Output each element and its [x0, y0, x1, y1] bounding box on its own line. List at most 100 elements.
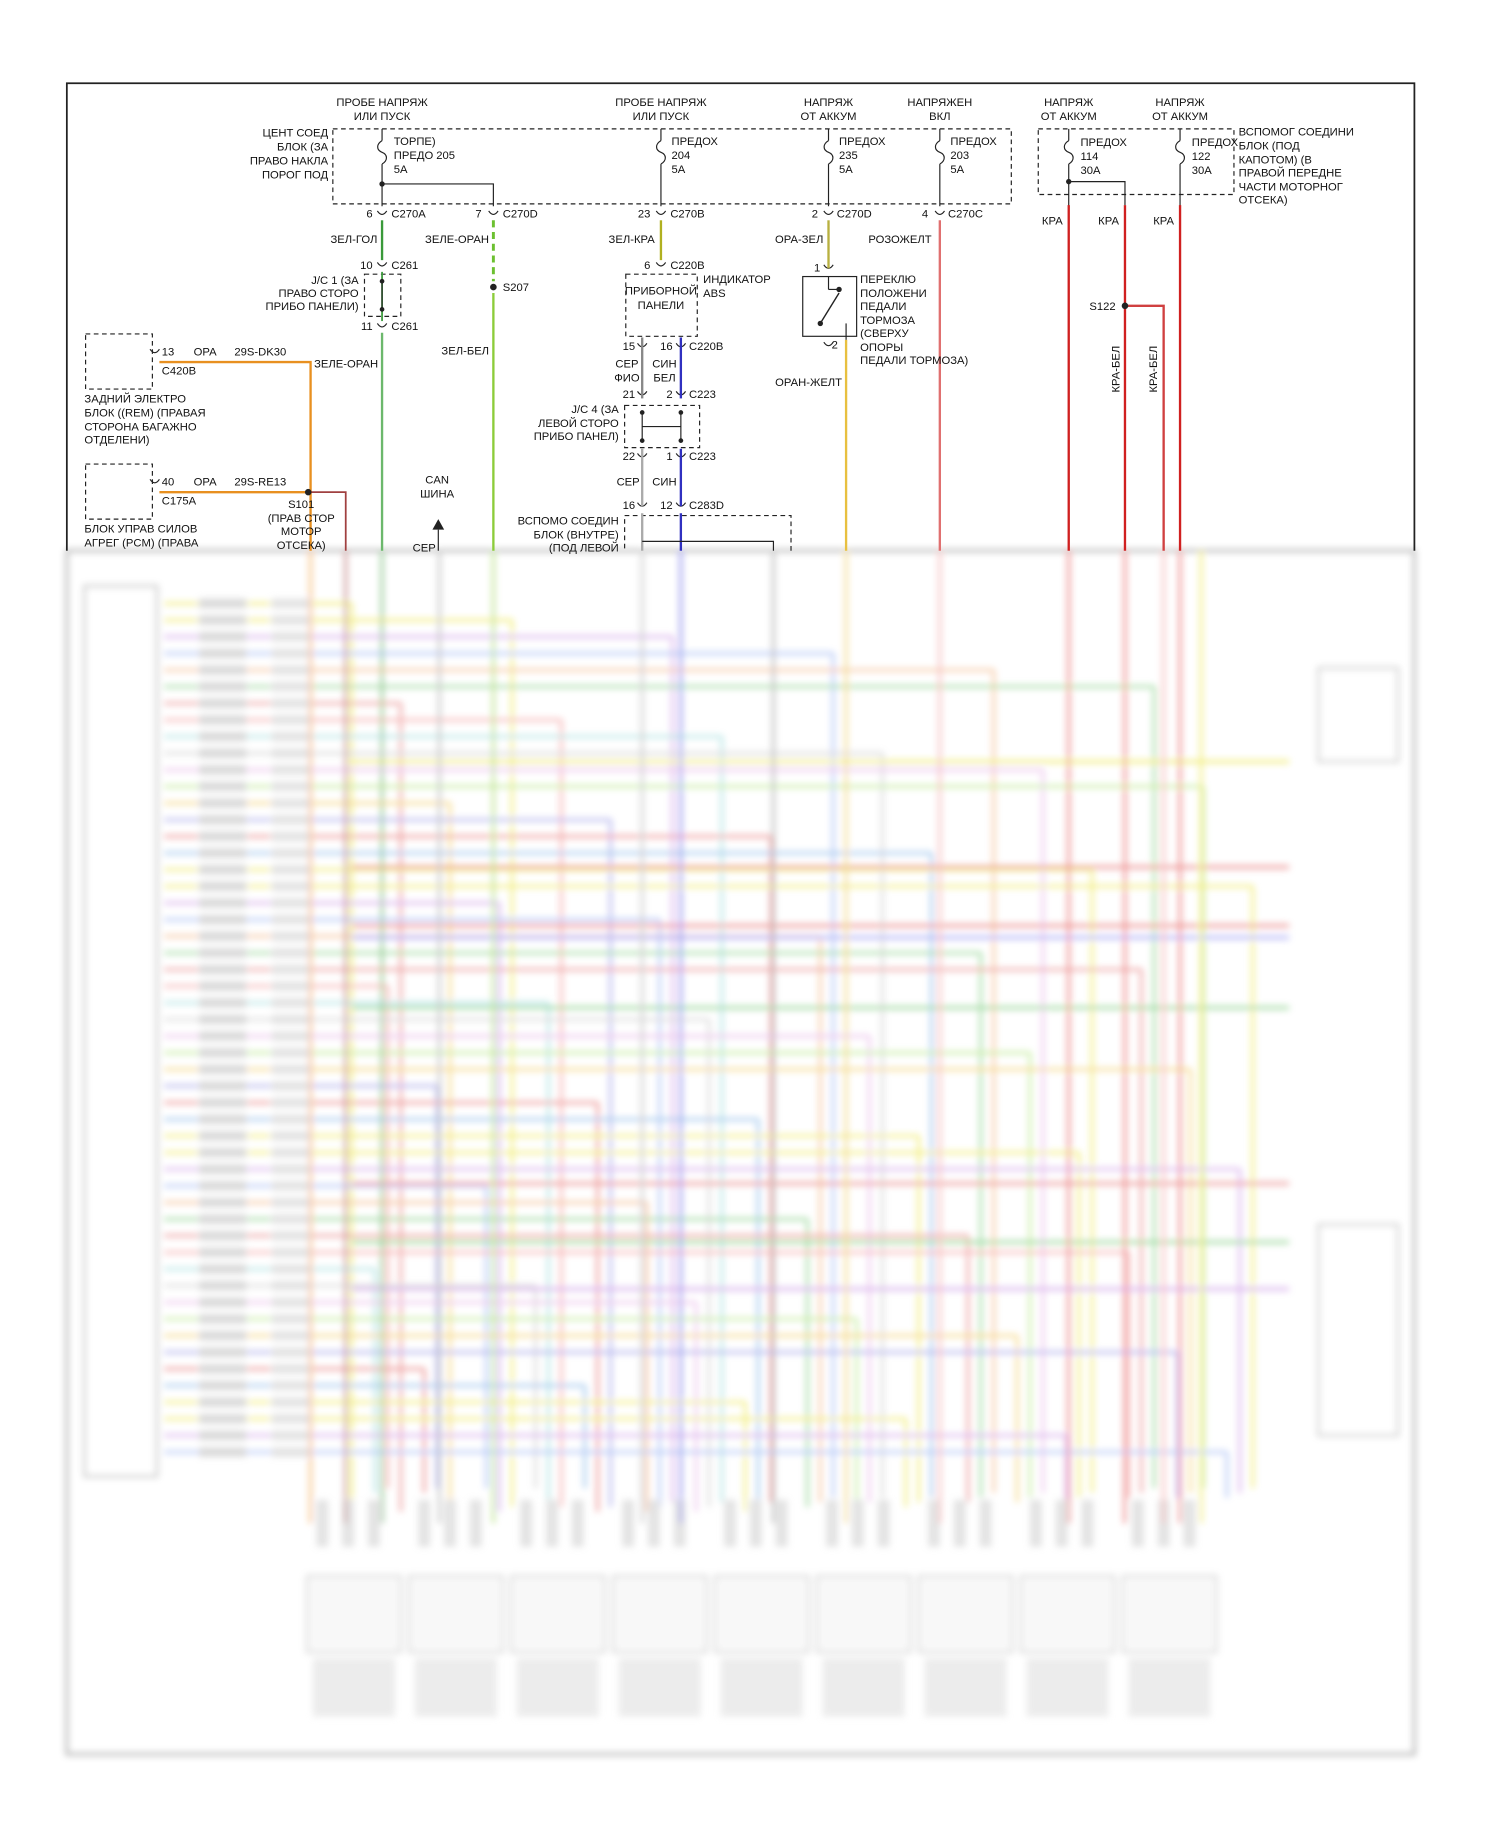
label: ЗЕЛ-БЕЛ [441, 346, 489, 358]
blurred-label [271, 881, 310, 892]
connector [488, 210, 499, 216]
label: ПРОБЕ НАПРЯЖ [615, 97, 707, 109]
blurred-label [271, 1181, 310, 1191]
blurred-label [271, 1097, 310, 1108]
blurred-pin [877, 1499, 890, 1547]
connector [376, 262, 388, 267]
blurred-label [199, 1031, 247, 1041]
label: АГРЕГ (PCM) (ПРАВА [84, 538, 199, 550]
label: ОРА [194, 477, 217, 489]
vertical-wire-label: КРА-БЕЛ [1148, 346, 1160, 393]
label: ПРИБО ПАНЕЛ) [534, 431, 619, 443]
blurred-pin [1081, 1499, 1094, 1547]
label: 4 [922, 208, 928, 220]
label: ШИНА [420, 488, 454, 500]
label: ОТ АККУМ [1152, 111, 1208, 123]
blurred-label [199, 1314, 247, 1324]
pcm-block [83, 585, 158, 1478]
label: 114 [1080, 151, 1098, 163]
label: 40 [162, 477, 175, 489]
label: ОТДЕЛЕНИ) [84, 435, 149, 447]
blurred-frame [65, 549, 1416, 1756]
label: ЗЕЛЕ-ОРАН [314, 358, 378, 370]
blurred-label [199, 1064, 247, 1075]
blurred-label [199, 598, 247, 609]
label: КРА [1153, 215, 1174, 227]
label: ПЕДАЛИ [860, 301, 906, 313]
blurred-label [199, 848, 247, 858]
label: ОТСЕКА) [1239, 194, 1288, 206]
label: S122 [1089, 301, 1115, 313]
label: C220B [689, 341, 723, 353]
blurred-pin [1132, 1499, 1144, 1547]
label: C261 [391, 321, 418, 333]
blurred-label [199, 681, 247, 692]
fuse [823, 140, 834, 165]
blurred-component [1317, 667, 1399, 763]
label: C223 [689, 389, 716, 401]
blurred-label [199, 731, 247, 742]
label: 5A [671, 164, 685, 176]
blurred-label [199, 1048, 247, 1058]
pcm-box [85, 463, 153, 520]
switch-blade [819, 292, 840, 324]
label: C420B [162, 365, 196, 377]
label: ТОРМОЗА [860, 315, 915, 327]
label: РОЗОЖЕЛТ [868, 234, 931, 246]
label: ПРИБО ПАНЕЛИ) [265, 301, 358, 313]
blurred-label [199, 1114, 247, 1124]
label: ПОРОГ ПОД [262, 170, 329, 182]
blurred-caption [618, 1658, 701, 1717]
blurred-label [271, 831, 310, 842]
blurred-label [271, 1081, 310, 1091]
blurred-label [199, 665, 247, 675]
blurred-label [199, 781, 247, 792]
blurred-label [199, 1014, 247, 1025]
blurred-label [199, 1231, 247, 1241]
blurred-label [199, 1364, 247, 1374]
blurred-label [271, 1430, 310, 1441]
blurred-label [271, 1347, 310, 1357]
blurred-label [199, 765, 247, 775]
junction-dot [1066, 178, 1072, 185]
blurred-label [199, 1181, 247, 1191]
blurred-label [271, 898, 310, 908]
label: ИЛИ ПУСК [633, 111, 690, 123]
splice-dot [490, 283, 497, 291]
label: ВСПОМОГ СОЕДИНИ [1239, 126, 1354, 138]
label: ФИО [614, 372, 640, 384]
blurred-label [199, 998, 247, 1008]
blurred-label [271, 998, 310, 1008]
label: ПРАВО НАКЛА [250, 156, 329, 168]
blurred-label [271, 1414, 310, 1424]
blurred-caption [1128, 1658, 1211, 1717]
blurred-label [199, 931, 247, 941]
blurred-label [199, 1197, 247, 1208]
label: 1 [814, 262, 820, 274]
aux-inner-link [642, 540, 775, 551]
label: 7 [475, 208, 481, 220]
label: БЛОК (ЗА [277, 142, 329, 154]
junction-dot [379, 181, 385, 187]
blurred-label [271, 914, 310, 925]
label: СЕР [413, 542, 436, 554]
central-junction-box [332, 128, 1012, 205]
blurred-pin [316, 1499, 329, 1547]
blurred-pin [418, 1499, 431, 1547]
blurred-sensor [713, 1575, 810, 1654]
brake-switch-box [802, 275, 858, 337]
label: 29S-RE13 [234, 477, 286, 489]
blurred-sensor [612, 1575, 708, 1654]
blurred-label [199, 632, 247, 642]
blurred-label [271, 964, 310, 975]
label: 29S-DK30 [234, 347, 286, 359]
label: ОТ АККУМ [801, 111, 857, 123]
blurred-label [199, 1330, 247, 1341]
label: 16 [623, 500, 636, 512]
blurred-label [199, 1380, 247, 1391]
label: МОТОР [281, 526, 322, 538]
label: НАПРЯЖЕН [907, 97, 972, 109]
blurred-label [199, 914, 247, 925]
label: КРА [1042, 215, 1063, 227]
